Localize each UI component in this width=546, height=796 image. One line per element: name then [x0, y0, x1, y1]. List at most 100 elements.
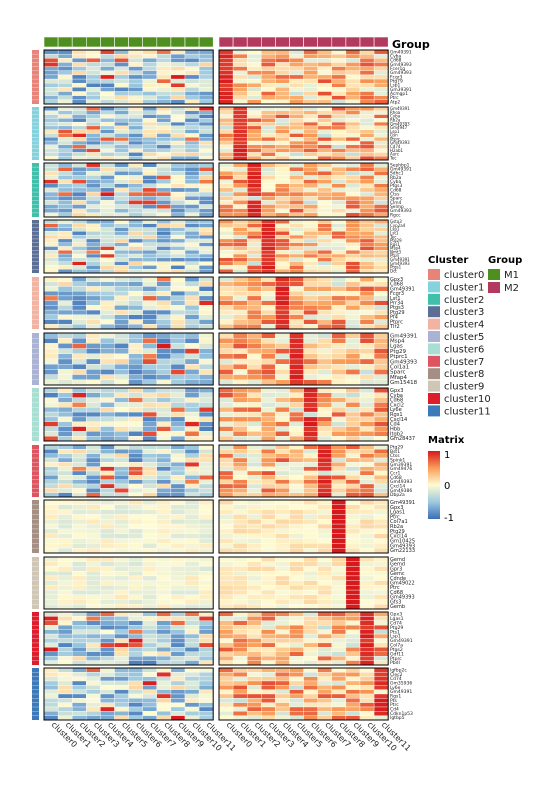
heatmap-cell: [184, 519, 200, 525]
heatmap-cell: [331, 250, 347, 255]
heatmap-cell: [72, 314, 87, 320]
heatmap-cell: [345, 234, 361, 240]
heatmap-cell: [232, 171, 248, 176]
heatmap-cell: [261, 680, 276, 686]
heatmap-cell: [289, 470, 304, 476]
heatmap-cell: [86, 672, 101, 677]
heatmap-cell: [359, 246, 375, 251]
heatmap-cell: [275, 238, 290, 243]
heatmap-cell: [72, 638, 87, 644]
heatmap-cell: [72, 137, 87, 142]
heatmap-cell: [331, 611, 347, 617]
heatmap-cell: [86, 66, 101, 71]
heatmap-cell: [184, 114, 200, 119]
heatmap-cell: [128, 133, 143, 138]
heatmap-cell: [72, 528, 87, 534]
heatmap-cell: [170, 140, 186, 146]
heatmap-cell: [43, 253, 59, 259]
heatmap-cell: [114, 504, 129, 510]
heatmap-cell: [114, 672, 129, 677]
heatmap-cell: [128, 462, 143, 467]
heatmap-cell: [170, 144, 186, 149]
color-scale-tick-min: -1: [444, 513, 454, 524]
heatmap-cell: [303, 453, 318, 459]
heatmap-cell: [114, 175, 129, 180]
heatmap-cell: [232, 231, 248, 236]
heatmap-cell: [218, 509, 234, 515]
heatmap-cell: [232, 175, 248, 180]
heatmap-cell: [232, 444, 248, 450]
heatmap-cell: [114, 78, 129, 84]
heatmap-cell: [345, 561, 361, 567]
heatmap-cell: [184, 538, 200, 544]
heatmap-cell: [303, 242, 318, 247]
heatmap-cell: [331, 548, 347, 554]
heatmap-cell: [43, 227, 59, 232]
gene-label: Cd68: [390, 475, 402, 481]
heatmap-cell: [198, 585, 214, 591]
heatmap-cell: [359, 449, 375, 454]
heatmap-cell: [261, 231, 276, 236]
heatmap-cell: [72, 152, 87, 157]
gene-label: Ptprc: [390, 319, 403, 325]
heatmap-cell: [359, 114, 375, 119]
heatmap-cell: [331, 234, 347, 240]
heatmap-cell: [86, 426, 101, 432]
heatmap-cell: [317, 183, 332, 189]
heatmap-cell: [170, 133, 186, 138]
heatmap-cell: [275, 162, 290, 168]
heatmap-cell: [72, 379, 87, 386]
heatmap-cell: [218, 599, 234, 605]
heatmap-cell: [359, 87, 375, 92]
heatmap-cell: [331, 604, 347, 610]
heatmap-cell: [72, 457, 87, 463]
heatmap-cell: [359, 295, 375, 301]
heatmap-cell: [198, 611, 214, 617]
gene-label: Pbdl: [390, 660, 400, 666]
heatmap-cell: [345, 475, 361, 480]
heatmap-cell: [331, 58, 347, 63]
heatmap-cell: [86, 594, 101, 600]
heatmap-cell: [57, 324, 73, 330]
heatmap-cell: [100, 144, 115, 149]
heatmap-cell: [100, 238, 115, 243]
heatmap-cell: [114, 571, 129, 577]
heatmap-cell: [184, 599, 200, 605]
heatmap-cell: [128, 416, 143, 422]
heatmap-cell: [86, 187, 101, 193]
heatmap-cell: [345, 114, 361, 119]
heatmap-cell: [57, 148, 73, 153]
heatmap-cell: [359, 509, 375, 515]
heatmap-cell: [72, 250, 87, 255]
heatmap-cell: [247, 62, 262, 67]
heatmap-cell: [359, 397, 375, 403]
heatmap-cell: [232, 571, 248, 577]
heatmap-cell: [43, 599, 59, 605]
heatmap-cell: [247, 431, 262, 437]
heatmap-cell: [247, 358, 262, 365]
heatmap-cell: [247, 152, 262, 157]
heatmap-cell: [43, 99, 59, 105]
heatmap-cell: [142, 397, 157, 403]
heatmap-cell: [247, 647, 262, 652]
heatmap-cell: [100, 191, 115, 197]
heatmap-cell: [303, 133, 318, 138]
heatmap-cell: [289, 281, 304, 287]
heatmap-cell: [247, 179, 262, 184]
heatmap-cell: [156, 78, 172, 84]
heatmap-cell: [232, 698, 248, 703]
heatmap-cell: [345, 625, 361, 630]
heatmap-cell: [43, 196, 59, 201]
heatmap-cell: [359, 676, 375, 682]
heatmap-cell: [232, 200, 248, 205]
heatmap-cell: [128, 533, 143, 539]
heatmap-cell: [184, 711, 200, 716]
gene-label: Cdkn1p53: [390, 711, 413, 717]
heatmap-cell: [72, 348, 87, 354]
heatmap-cell: [86, 276, 101, 282]
heatmap-cell: [100, 483, 115, 489]
heatmap-cell: [156, 314, 172, 320]
heatmap-cell: [184, 453, 200, 459]
heatmap-cell: [170, 121, 186, 127]
heatmap-cell: [170, 332, 186, 339]
